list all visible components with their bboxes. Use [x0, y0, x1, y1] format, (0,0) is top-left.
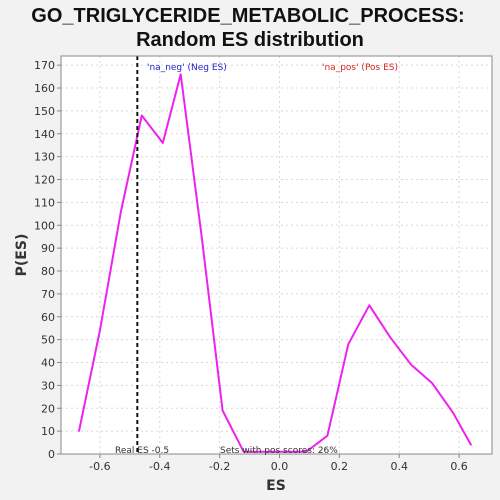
data-point	[179, 73, 182, 76]
x-tick-label: 0.4	[390, 460, 408, 473]
axis-ticks: 0 10 20 30 40 50 60 70 80 90 100 110 120 130 140 150 160…	[34, 59, 468, 473]
x-tick-label: 0.6	[450, 460, 468, 473]
data-point	[284, 450, 287, 453]
plot-area	[61, 56, 492, 454]
data-point	[470, 444, 472, 446]
data-point	[141, 114, 143, 117]
data-point	[120, 210, 122, 213]
x-tick-label: -0.2	[209, 460, 230, 473]
data-point	[326, 434, 329, 437]
x-tick-label: 0.2	[331, 460, 349, 473]
data-point	[242, 450, 245, 453]
y-tick-label: 40	[41, 357, 55, 370]
y-tick-label: 90	[41, 242, 55, 255]
y-tick-label: 10	[41, 425, 55, 438]
y-tick-label: 140	[34, 128, 55, 141]
series	[78, 73, 472, 453]
y-tick-label: 100	[34, 219, 55, 232]
y-tick-label: 30	[41, 379, 55, 392]
legend-neg: 'na_neg' (Neg ES)	[147, 63, 227, 73]
data-point	[305, 450, 308, 453]
legend-pos: 'na_pos' (Pos ES)	[322, 63, 398, 73]
y-tick-label: 150	[34, 105, 55, 118]
y-tick-label: 60	[41, 311, 55, 324]
data-point	[263, 450, 266, 453]
data-point	[368, 304, 371, 307]
y-tick-label: 0	[48, 448, 55, 461]
chart-title-line1: GO_TRIGLYCERIDE_METABOLIC_PROCESS:	[31, 5, 464, 27]
data-point	[221, 409, 224, 412]
y-tick-label: 70	[41, 288, 55, 301]
annotation-pos-scores: Sets with pos scores: 26%	[220, 446, 338, 456]
y-tick-label: 170	[34, 59, 55, 72]
data-point	[389, 336, 392, 339]
y-tick-label: 160	[34, 82, 55, 95]
x-tick-label: -0.4	[149, 460, 170, 473]
y-tick-label: 110	[34, 196, 55, 209]
x-tick-label: 0.0	[271, 460, 289, 473]
data-point	[410, 363, 412, 366]
data-point	[99, 329, 101, 332]
annotation-real-es: Real ES -0.5	[115, 446, 169, 456]
y-tick-label: 20	[41, 402, 55, 415]
y-tick-label: 80	[41, 265, 55, 278]
y-tick-label: 50	[41, 334, 55, 347]
data-point	[200, 235, 203, 238]
x-tick-label: -0.6	[89, 460, 110, 473]
x-axis-label: ES	[266, 478, 286, 494]
y-tick-label: 120	[34, 174, 55, 187]
y-axis-label: P(ES)	[14, 234, 30, 277]
data-point	[347, 343, 350, 346]
plot-frame	[60, 55, 493, 455]
data-point	[161, 142, 164, 144]
data-point	[431, 382, 433, 384]
data-point	[78, 430, 80, 432]
series-line	[78, 73, 472, 453]
chart-title-line2: Random ES distribution	[136, 29, 364, 51]
data-point	[452, 412, 454, 414]
y-tick-label: 130	[34, 151, 55, 164]
